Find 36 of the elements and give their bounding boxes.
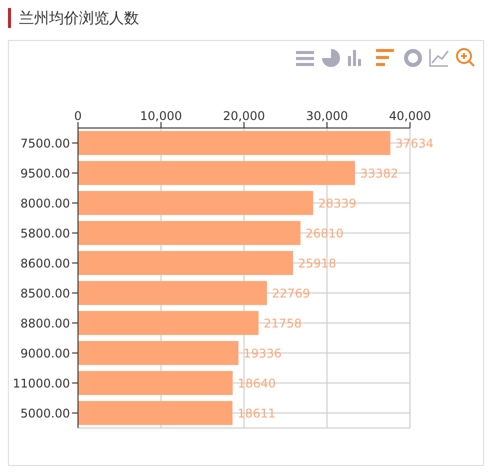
data-label: 22769: [272, 286, 310, 300]
data-label: 19336: [243, 346, 282, 360]
y-tick-label: 8500.00: [20, 286, 70, 300]
x-tick-label: 10,000: [140, 109, 182, 123]
chart-title: 兰州均价浏览人数: [8, 8, 139, 28]
y-tick-label: 11000.00: [12, 376, 70, 390]
x-tick-label: 40,000: [389, 109, 431, 123]
bar: [78, 281, 267, 305]
data-label: 25918: [298, 256, 336, 270]
y-tick-label: 7500.00: [20, 136, 70, 150]
y-tick-label: 9500.00: [20, 166, 70, 180]
x-tick-label: 0: [74, 109, 82, 123]
y-tick-label: 8800.00: [20, 316, 70, 330]
bar: [78, 131, 390, 155]
data-label: 37634: [395, 136, 434, 150]
data-label: 28339: [318, 196, 356, 210]
y-tick-label: 8000.00: [20, 196, 70, 210]
x-tick-label: 30,000: [306, 109, 348, 123]
y-tick-label: 8600.00: [20, 256, 70, 270]
y-tick-label: 9000.00: [20, 346, 70, 360]
data-label: 21758: [264, 316, 302, 330]
bar: [78, 191, 314, 215]
data-label: 33382: [360, 166, 398, 180]
y-tick-label: 5000.00: [20, 406, 70, 420]
bar: [78, 341, 238, 365]
data-label: 26810: [306, 226, 344, 240]
bar: [78, 311, 259, 335]
bar: [78, 371, 233, 395]
x-tick-label: 20,000: [223, 109, 265, 123]
bar: [78, 251, 294, 275]
bar: [78, 161, 356, 185]
data-label: 18611: [237, 406, 276, 420]
y-tick-label: 5800.00: [20, 226, 70, 240]
data-label: 18640: [238, 376, 276, 390]
bar: [78, 401, 232, 425]
bar: [78, 221, 301, 245]
